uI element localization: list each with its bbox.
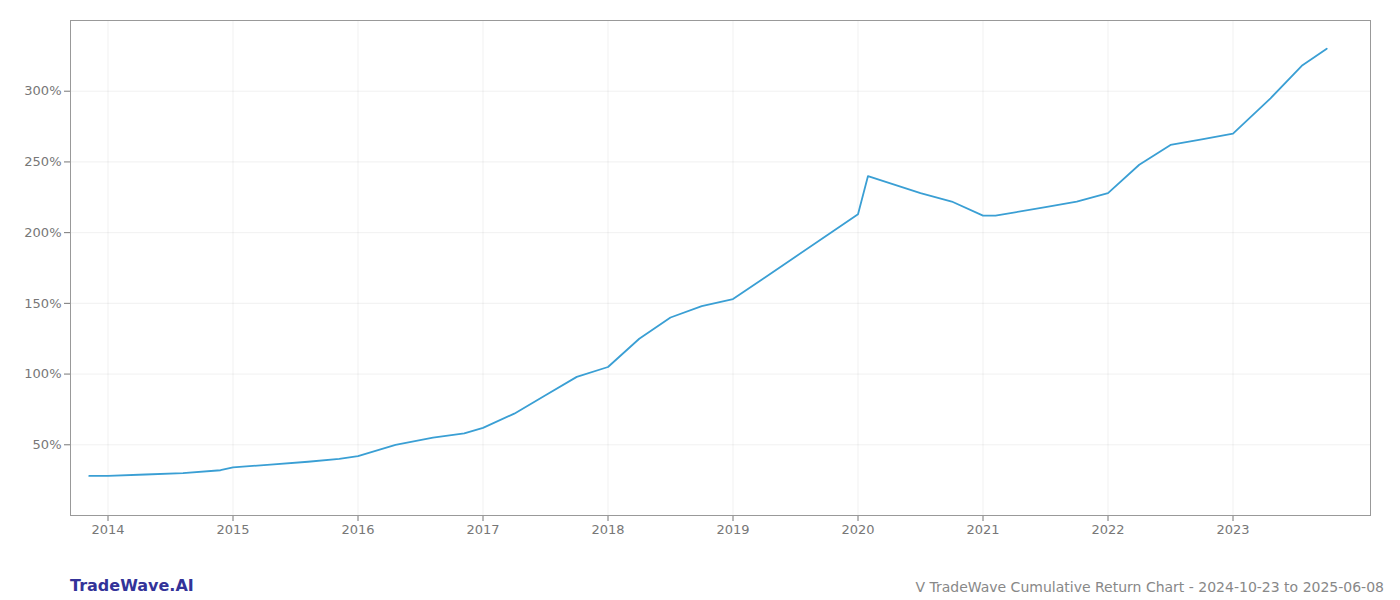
html-text:V TradeWave Cumulative Return: V TradeWave Cumulative Return Chart - 20…	[915, 579, 1384, 595]
svg-text:50%: 50%	[33, 437, 62, 452]
svg-text:2021: 2021	[966, 522, 999, 537]
svg-text:2018: 2018	[591, 522, 624, 537]
svg-text:200%: 200%	[24, 225, 61, 240]
svg-text:2014: 2014	[91, 522, 124, 537]
html-text:TradeWave.AI: TradeWave.AI	[70, 576, 194, 595]
svg-text:2015: 2015	[216, 522, 249, 537]
svg-text:2016: 2016	[341, 522, 374, 537]
svg-text:2022: 2022	[1091, 522, 1124, 537]
svg-text:150%: 150%	[24, 296, 61, 311]
svg-text:2020: 2020	[841, 522, 874, 537]
svg-text:2023: 2023	[1216, 522, 1249, 537]
svg-text:300%: 300%	[24, 83, 61, 98]
svg-text:250%: 250%	[24, 154, 61, 169]
svg-text:100%: 100%	[24, 366, 61, 381]
svg-text:2019: 2019	[716, 522, 749, 537]
svg-text:2017: 2017	[466, 522, 499, 537]
